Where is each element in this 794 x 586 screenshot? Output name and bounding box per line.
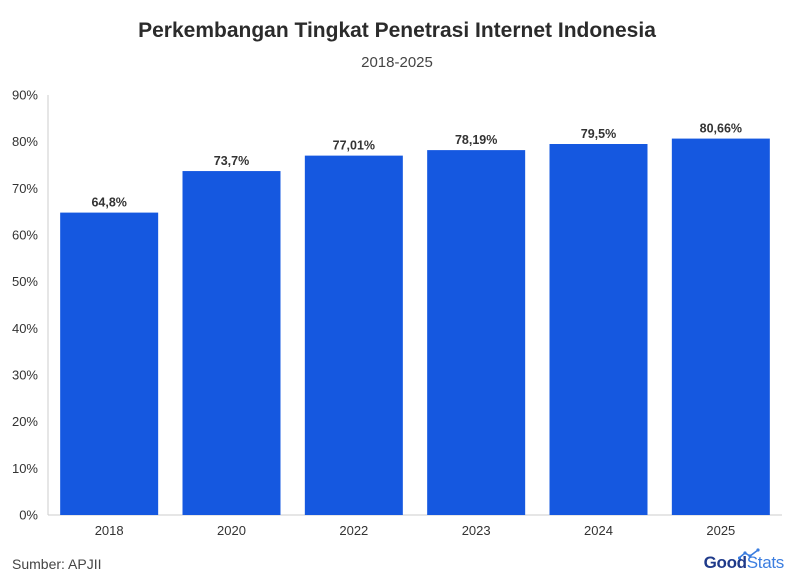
- bar-chart: 0% 10% 20% 30% 40% 50% 60% 70% 80% 90% 64,8% 2018 73…: [12, 88, 782, 538]
- x-tick-label: 2025: [706, 523, 735, 538]
- logo-text-stats: Stats: [746, 553, 785, 572]
- bar-value-label: 64,8%: [91, 196, 126, 210]
- y-tick-label: 60%: [12, 228, 38, 243]
- bar: [427, 150, 526, 515]
- goodstats-logo: GoodStats: [703, 553, 785, 573]
- bar: [304, 155, 403, 515]
- bar-value-label: 79,5%: [581, 127, 616, 141]
- y-tick-label: 20%: [12, 414, 38, 429]
- goodstats-logo-icon: [738, 548, 760, 560]
- bar-value-label: 78,19%: [455, 133, 497, 147]
- source-note: Sumber: APJII: [12, 556, 102, 572]
- bar-value-label: 73,7%: [214, 154, 249, 168]
- x-tick-label: 2024: [584, 523, 613, 538]
- x-tick-label: 2018: [95, 523, 124, 538]
- y-tick-label: 70%: [12, 181, 38, 196]
- x-tick-label: 2023: [462, 523, 491, 538]
- bar-value-label: 80,66%: [700, 122, 742, 136]
- y-tick-label: 90%: [12, 88, 38, 103]
- chart-subtitle: 2018-2025: [361, 54, 433, 71]
- x-tick-label: 2020: [217, 523, 246, 538]
- y-tick-label: 50%: [12, 274, 38, 289]
- y-tick-label: 40%: [12, 321, 38, 336]
- bar: [549, 144, 648, 515]
- y-tick-label: 10%: [12, 461, 38, 476]
- y-tick-label: 30%: [12, 368, 38, 383]
- logo-text-good: Good: [703, 553, 747, 572]
- bar-value-label: 77,01%: [333, 139, 375, 153]
- bar: [60, 212, 159, 515]
- bar: [182, 171, 281, 516]
- y-tick-label: 0%: [19, 508, 38, 523]
- chart-title: Perkembangan Tingkat Penetrasi Internet …: [138, 19, 656, 42]
- bar: [671, 138, 770, 515]
- x-tick-label: 2022: [339, 523, 368, 538]
- y-tick-label: 80%: [12, 134, 38, 149]
